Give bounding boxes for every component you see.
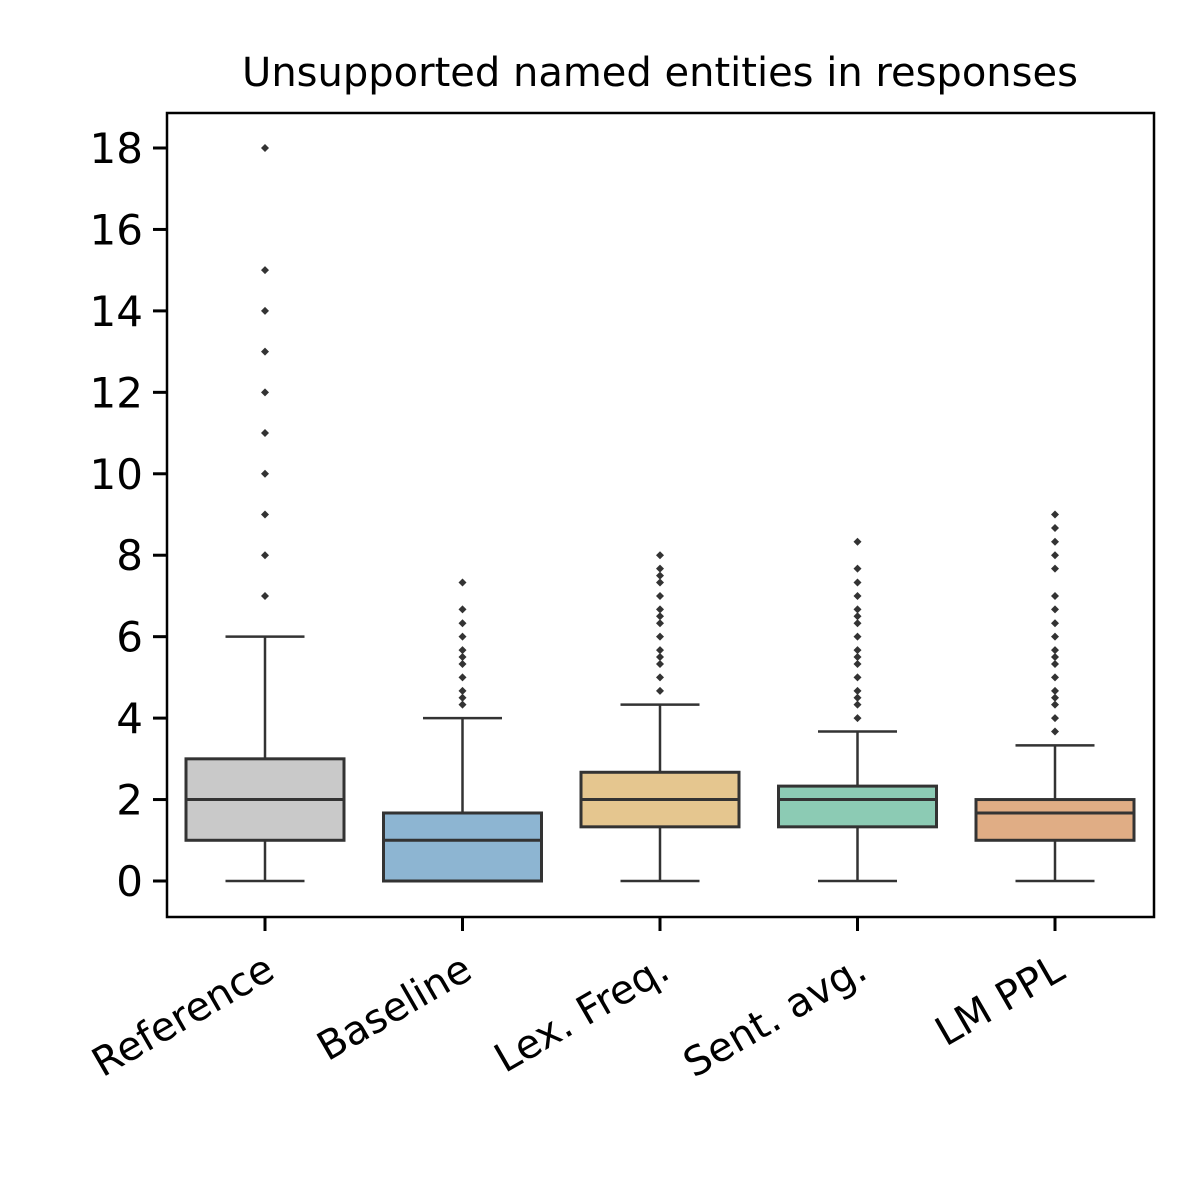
outlier-point — [458, 632, 467, 641]
outlier-point — [656, 673, 664, 682]
outlier-point — [1051, 591, 1059, 600]
outlier-point — [853, 673, 862, 682]
outlier-point — [458, 578, 467, 587]
x-tick-label: Baseline — [310, 946, 480, 1071]
outlier-point — [656, 653, 664, 662]
outlier-point — [458, 619, 467, 628]
outlier-point — [458, 646, 467, 655]
outlier-point — [656, 686, 664, 695]
outlier-point — [853, 646, 862, 655]
y-tick-label: 8 — [116, 531, 143, 580]
outlier-point — [853, 714, 862, 723]
iqr-box — [974, 798, 1136, 842]
y-tick-label: 10 — [90, 450, 143, 499]
outlier-point — [853, 605, 862, 614]
outlier-point — [458, 700, 467, 709]
chart-title: Unsupported named entities in responses — [242, 50, 1078, 96]
outlier-point — [458, 673, 467, 682]
outlier-point — [656, 605, 664, 614]
x-tick-label: LM PPL — [928, 945, 1073, 1055]
outlier-point — [261, 429, 269, 438]
outlier-point — [853, 686, 862, 695]
plot-frame — [165, 111, 1156, 919]
outlier-point — [261, 266, 269, 275]
outlier-point — [656, 571, 664, 580]
outlier-point — [1051, 646, 1059, 655]
outlier-point — [1051, 551, 1059, 560]
outlier-point — [1051, 523, 1059, 532]
outlier-point — [656, 646, 664, 655]
outlier-point — [458, 686, 467, 695]
outlier-point — [853, 693, 862, 702]
outlier-point — [261, 469, 269, 478]
outlier-point — [1051, 659, 1059, 668]
outlier-point — [1051, 653, 1059, 662]
box-lex-freq — [579, 551, 741, 883]
outlier-point — [656, 619, 664, 628]
outlier-point — [1051, 537, 1059, 546]
x-tick-label: Sent. avg. — [676, 946, 875, 1087]
outlier-point — [458, 659, 467, 668]
box-baseline — [382, 578, 543, 883]
outlier-point — [1051, 632, 1059, 641]
outlier-point — [458, 653, 467, 662]
outlier-point — [1051, 510, 1059, 519]
outlier-point — [1051, 673, 1059, 682]
x-axis: Reference Baseline Lex. Freq.Sent. avg. LM … — [85, 917, 1073, 1087]
y-tick-label: 16 — [90, 205, 143, 254]
boxes-layer — [184, 144, 1136, 883]
outlier-point — [656, 659, 664, 668]
outlier-point — [1051, 564, 1059, 573]
x-tick-label: Reference — [85, 946, 282, 1087]
outlier-point — [853, 659, 862, 668]
outlier-point — [656, 578, 664, 587]
outlier-point — [853, 632, 862, 641]
box-sent-avg — [777, 537, 938, 883]
iqr-box — [382, 811, 543, 883]
y-tick-label: 0 — [116, 857, 143, 906]
y-tick-label: 4 — [116, 694, 143, 743]
outlier-point — [656, 632, 664, 641]
outlier-point — [853, 591, 862, 600]
outlier-point — [1051, 727, 1059, 736]
outlier-point — [853, 612, 862, 621]
outlier-point — [261, 591, 269, 600]
outlier-point — [261, 144, 269, 152]
box-reference — [184, 144, 346, 883]
x-tick-label: Lex. Freq. — [487, 946, 677, 1082]
y-tick-label: 2 — [116, 776, 143, 825]
y-tick-label: 14 — [90, 287, 143, 336]
outlier-point — [1051, 686, 1059, 695]
outlier-point — [1051, 700, 1059, 709]
outlier-point — [458, 693, 467, 702]
outlier-point — [853, 619, 862, 628]
outlier-point — [656, 551, 664, 560]
outlier-point — [1051, 619, 1059, 628]
outlier-point — [1051, 714, 1059, 723]
outlier-point — [656, 612, 664, 621]
outlier-point — [1051, 693, 1059, 702]
y-tick-label: 18 — [90, 124, 143, 173]
outlier-point — [261, 510, 269, 519]
outlier-point — [656, 564, 664, 573]
y-tick-label: 12 — [90, 368, 143, 417]
outlier-point — [853, 700, 862, 709]
outlier-point — [853, 537, 862, 546]
y-axis: 0 2 4 6 8 10 12 14 16 18 — [90, 124, 167, 906]
outlier-point — [853, 564, 862, 573]
iqr-box — [777, 784, 938, 829]
outlier-point — [261, 347, 269, 356]
outlier-point — [261, 388, 269, 397]
box-lm-ppl — [974, 510, 1136, 883]
outlier-point — [853, 653, 862, 662]
outlier-point — [656, 591, 664, 600]
outlier-point — [261, 551, 269, 560]
outlier-point — [1051, 605, 1059, 614]
y-tick-label: 6 — [116, 613, 143, 662]
outlier-point — [853, 578, 862, 587]
outlier-point — [261, 306, 269, 315]
outlier-point — [458, 605, 467, 614]
